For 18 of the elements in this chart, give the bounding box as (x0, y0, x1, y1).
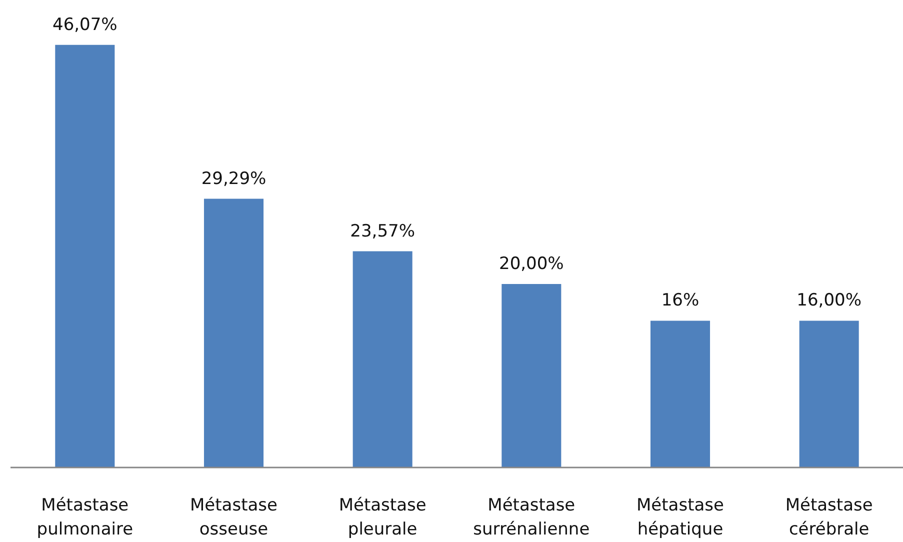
x-tick-label: Métastase pulmonaire (36, 496, 134, 540)
bar (799, 320, 859, 468)
bar (204, 198, 264, 468)
x-tick-label: Métastase cérébrale (785, 496, 873, 540)
data-label: 16,00% (796, 290, 862, 311)
bar (502, 284, 562, 468)
x-tick-label: Métastase surrénalienne (473, 496, 590, 540)
data-label: 23,57% (350, 221, 415, 242)
x-tick-label: Métastase pleurale (338, 496, 426, 540)
x-tick-label: Métastase osseuse (190, 496, 278, 540)
data-label: 20,00% (499, 254, 564, 274)
bar (650, 320, 710, 468)
bar (352, 251, 412, 468)
data-label: 46,07% (52, 14, 118, 35)
data-label: 29,29% (201, 168, 266, 189)
bar (55, 44, 115, 468)
x-tick-label: Métastase hépatique (636, 496, 724, 540)
data-label: 16% (661, 290, 700, 311)
